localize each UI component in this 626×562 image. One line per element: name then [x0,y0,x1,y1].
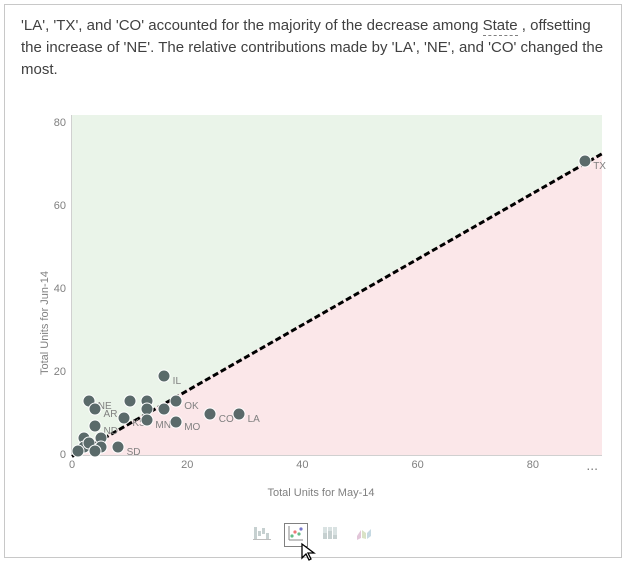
x-tick: 60 [412,455,424,471]
narrative-underlined-term[interactable]: State [483,17,518,36]
data-point-label: LA [248,414,260,425]
data-point-label: IL [173,376,181,387]
y-tick: 20 [54,366,72,378]
data-point[interactable] [89,444,102,457]
x-tick: 20 [181,455,193,471]
ribbon-button[interactable] [352,523,376,547]
data-point[interactable] [140,413,153,426]
plot-area: ... 020406080020406080TXILOKNEARKSMNMOCO… [71,115,602,456]
data-point-label: MO [184,422,200,433]
y-tick: 80 [54,117,72,129]
data-point[interactable] [89,419,102,432]
data-point-label: AR [104,409,118,420]
column-100-button[interactable] [318,523,342,547]
data-point-label: CO [219,414,234,425]
data-point[interactable] [169,395,182,408]
mouse-cursor-icon [300,542,320,562]
x-tick: 80 [527,455,539,471]
card-frame: 'LA', 'TX', and 'CO' accounted for the m… [4,4,622,558]
data-point[interactable] [204,407,217,420]
ribbon-icon [355,524,373,547]
data-point[interactable] [169,415,182,428]
waterfall-icon [253,524,271,547]
y-axis-title: Total Units for Jun-14 [39,271,51,375]
scatter-chart: Total Units for Jun-14 Total Units for M… [31,105,611,505]
data-point[interactable] [158,403,171,416]
narrative-text: 'LA', 'TX', and 'CO' accounted for the m… [21,15,605,81]
x-tick: 0 [69,455,75,471]
narrative-prefix: 'LA', 'TX', and 'CO' accounted for the m… [21,17,483,34]
data-point[interactable] [89,403,102,416]
data-point-label: TX [593,161,606,172]
y-tick: 60 [54,200,72,212]
data-point[interactable] [112,440,125,453]
x-axis-title: Total Units for May-14 [31,487,611,499]
column-100-icon [321,524,339,547]
data-point-label: SD [127,447,141,458]
x-tick: 40 [296,455,308,471]
data-point[interactable] [123,395,136,408]
data-point[interactable] [233,407,246,420]
waterfall-button[interactable] [250,523,274,547]
y-tick: 40 [54,283,72,295]
data-point[interactable] [158,370,171,383]
data-point[interactable] [117,411,130,424]
x-axis-ellipsis: ... [586,455,598,473]
data-point-label: OK [184,401,198,412]
data-point[interactable] [578,154,591,167]
data-point[interactable] [71,444,84,457]
